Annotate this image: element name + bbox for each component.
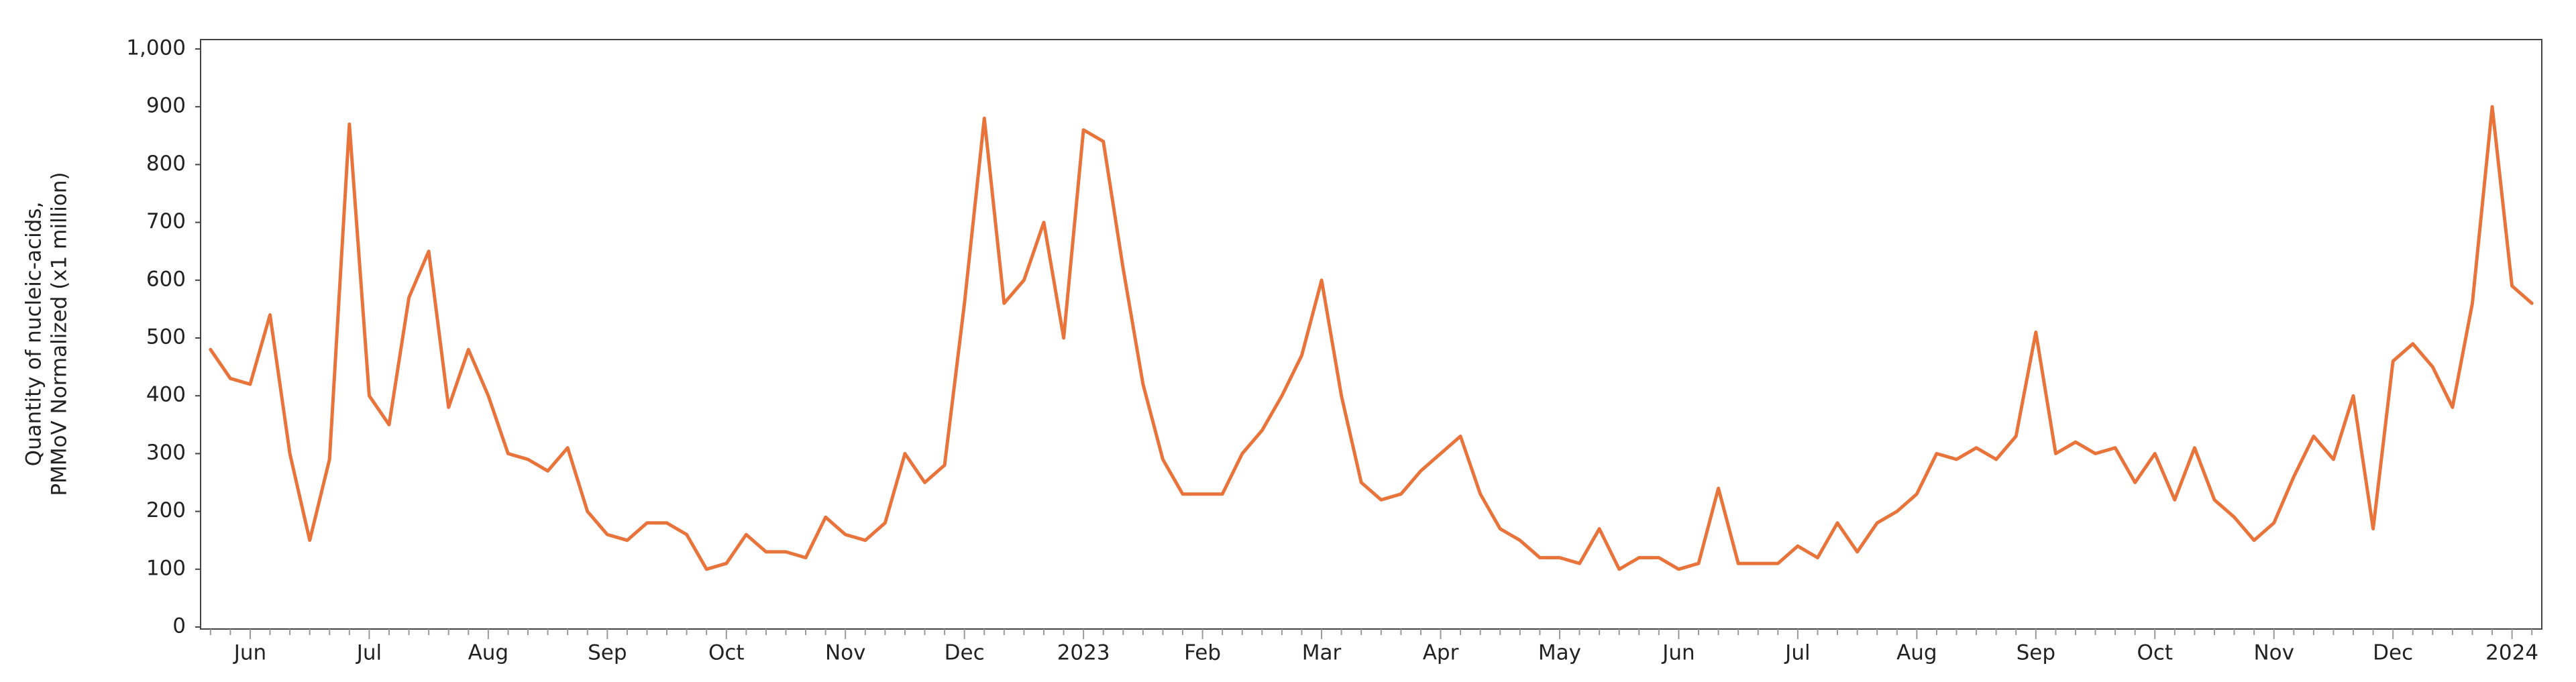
- y-tick-label: 400: [146, 383, 186, 407]
- x-tick-label: Jul: [1784, 641, 1810, 665]
- data-line: [209, 105, 2534, 571]
- x-tick-label: Aug: [468, 641, 509, 665]
- x-tick-label: Oct: [708, 641, 745, 665]
- y-tick-label: 300: [146, 441, 186, 465]
- x-tick-label: Jun: [1661, 641, 1695, 665]
- x-tick-label: Jul: [356, 641, 382, 665]
- y-axis-title: Quantity of nucleic-acids, PMMoV Normali…: [22, 172, 72, 496]
- x-tick-label: Sep: [588, 641, 627, 665]
- x-tick-label: 2023: [1057, 641, 1110, 665]
- x-tick-label: Jun: [233, 641, 266, 665]
- y-axis-title-line: Quantity of nucleic-acids,: [22, 202, 46, 467]
- x-tick-label: 2024: [2485, 641, 2538, 665]
- x-tick-label: May: [1538, 641, 1581, 665]
- x-tick-label: Dec: [2373, 641, 2413, 665]
- x-tick-label: Mar: [1302, 641, 1342, 665]
- y-tick-label: 600: [146, 267, 186, 291]
- plot-frame: [200, 39, 2542, 630]
- y-tick-label: 0: [172, 614, 186, 638]
- x-tick-label: Dec: [945, 641, 985, 665]
- y-tick-label: 700: [146, 209, 186, 233]
- x-tick-label: Feb: [1184, 641, 1221, 665]
- y-tick-label: 500: [146, 325, 186, 349]
- y-tick-label: 100: [146, 556, 186, 580]
- y-tick-label: 1,000: [126, 36, 186, 60]
- y-tick-label: 900: [146, 94, 186, 118]
- x-tick-label: Nov: [825, 641, 866, 665]
- y-tick-label: 200: [146, 498, 186, 522]
- y-tick-label: 800: [146, 152, 186, 176]
- x-tick-label: Apr: [1423, 641, 1459, 665]
- x-tick-label: Nov: [2253, 641, 2294, 665]
- x-tick-label: Oct: [2137, 641, 2173, 665]
- y-axis-title-line: PMMoV Normalized (x1 million): [48, 172, 72, 496]
- x-tick-label: Aug: [1896, 641, 1937, 665]
- x-tick-label: Sep: [2017, 641, 2055, 665]
